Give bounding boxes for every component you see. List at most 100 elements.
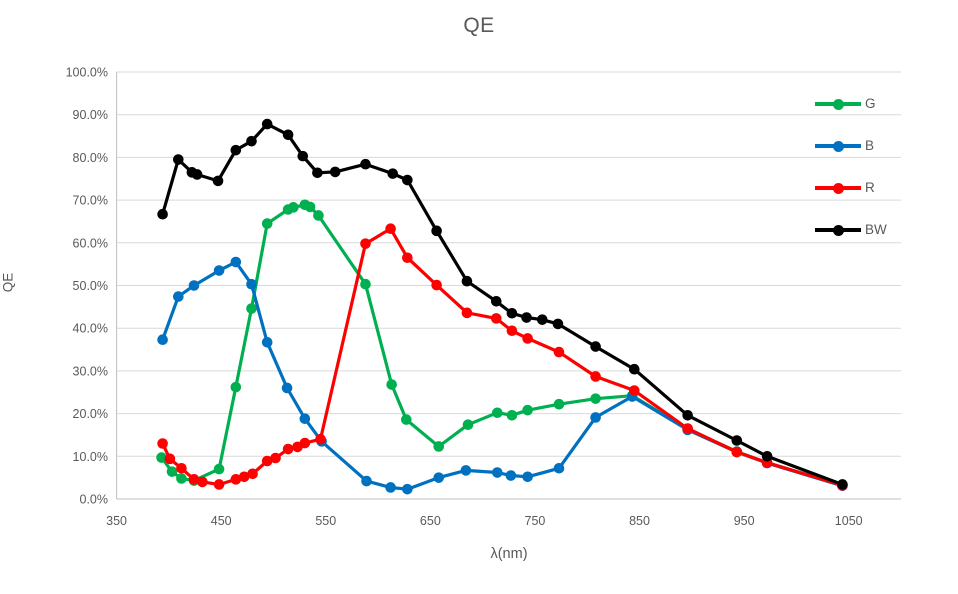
series-marker-BW: [402, 174, 413, 186]
series-marker-B: [213, 265, 225, 276]
series-marker-R: [247, 468, 258, 480]
legend-label-r: R: [865, 180, 875, 196]
series-line-BW: [161, 122, 845, 487]
y-tick-label: 80.0%: [73, 151, 108, 165]
series-marker-G: [166, 466, 178, 477]
series-marker-R: [299, 437, 311, 449]
x-tick-label: 650: [420, 514, 441, 528]
series-marker-BW: [521, 312, 532, 323]
series-marker-G: [386, 379, 397, 390]
y-tick-label: 70.0%: [73, 194, 108, 208]
legend-label-b: B: [865, 138, 875, 154]
legend-swatch-g: [815, 98, 861, 110]
series-marker-BW: [761, 451, 773, 462]
series-marker-BW: [590, 341, 601, 352]
series-marker-R: [506, 325, 518, 337]
series-marker-B: [460, 465, 472, 476]
series-marker-R: [315, 433, 326, 445]
y-tick-label: 60.0%: [73, 236, 108, 250]
series-marker-BW: [191, 169, 203, 180]
y-tick-label: 30.0%: [73, 364, 108, 378]
x-tick-label: 950: [734, 514, 755, 528]
legend-marker-icon: [832, 98, 844, 110]
series-marker-R: [731, 446, 743, 458]
series-marker-BW: [246, 135, 257, 147]
series-marker-R: [431, 279, 442, 291]
series-marker-R: [270, 452, 281, 464]
x-axis-title: λ(nm): [490, 546, 528, 562]
chart-title: QE: [463, 14, 495, 37]
series-line-G: [160, 203, 845, 487]
legend-label-bw: BW: [865, 222, 887, 238]
x-tick-label: 750: [525, 514, 546, 528]
series-marker-BW: [552, 318, 564, 330]
series-marker-BW: [387, 168, 399, 179]
series-marker-R: [164, 453, 176, 465]
series-marker-R: [261, 455, 273, 467]
y-tick-label: 0.0%: [80, 493, 109, 507]
series-marker-R: [213, 479, 225, 490]
x-tick-label: 1050: [835, 514, 863, 528]
y-tick-label: 100.0%: [66, 66, 108, 80]
y-tick-label: 40.0%: [73, 322, 108, 336]
series-marker-R: [238, 471, 250, 483]
series-marker-G: [304, 201, 316, 213]
series-line-R: [161, 227, 845, 487]
series-marker-BW: [431, 225, 442, 237]
series-marker-B: [230, 256, 242, 268]
series-marker-BW: [682, 410, 693, 421]
y-tick-label: 90.0%: [73, 108, 108, 122]
series-marker-G: [491, 407, 503, 419]
legend-item-bw: BW: [815, 209, 887, 251]
series-marker-B: [491, 467, 503, 478]
series-marker-BW: [212, 175, 224, 187]
y-axis-title: QE: [0, 272, 16, 293]
series-marker-R: [629, 385, 640, 396]
legend-item-b: B: [815, 125, 887, 167]
series-marker-G: [246, 303, 257, 314]
series-marker-BW: [536, 314, 548, 325]
series-marker-R: [522, 333, 533, 344]
series-marker-B: [433, 472, 445, 483]
x-tick-label: 450: [211, 514, 232, 528]
series-marker-G: [401, 414, 412, 425]
y-tick-label: 10.0%: [73, 450, 108, 464]
series-marker-BW: [297, 150, 309, 162]
series-marker-BW: [731, 435, 743, 446]
series-marker-B: [188, 280, 200, 291]
series-marker-BW: [490, 295, 502, 307]
series-marker-R: [360, 238, 371, 249]
legend-swatch-b: [815, 140, 861, 152]
series-marker-BW: [329, 166, 341, 178]
series-marker-G: [433, 441, 445, 452]
series-marker-R: [176, 462, 187, 474]
y-tick-label: 20.0%: [73, 407, 108, 421]
legend: G B R BW: [815, 83, 887, 251]
series-marker-R: [282, 443, 294, 455]
series-marker-G: [156, 452, 167, 463]
series-marker-R: [682, 423, 693, 434]
series-marker-BW: [506, 307, 518, 319]
series-marker-BW: [312, 167, 323, 179]
series-marker-G: [462, 419, 474, 431]
series-marker-R: [385, 223, 396, 235]
legend-marker-icon: [832, 182, 844, 194]
series-marker-BW: [157, 208, 168, 220]
series-marker-R: [553, 346, 565, 358]
series-marker-BW: [282, 129, 294, 141]
series-marker-BW: [360, 158, 371, 170]
legend-swatch-r: [815, 182, 861, 194]
series-marker-G: [261, 218, 273, 229]
series-marker-G: [213, 463, 225, 475]
series-marker-G: [522, 404, 533, 416]
series-marker-G: [506, 410, 518, 421]
series-marker-B: [361, 475, 372, 487]
series-marker-B: [522, 471, 533, 483]
series-marker-BW: [461, 275, 473, 287]
legend-swatch-bw: [815, 224, 861, 236]
series-marker-BW: [261, 118, 273, 130]
series-marker-R: [490, 313, 502, 324]
series-marker-BW: [230, 144, 242, 156]
series-marker-B: [157, 334, 168, 346]
